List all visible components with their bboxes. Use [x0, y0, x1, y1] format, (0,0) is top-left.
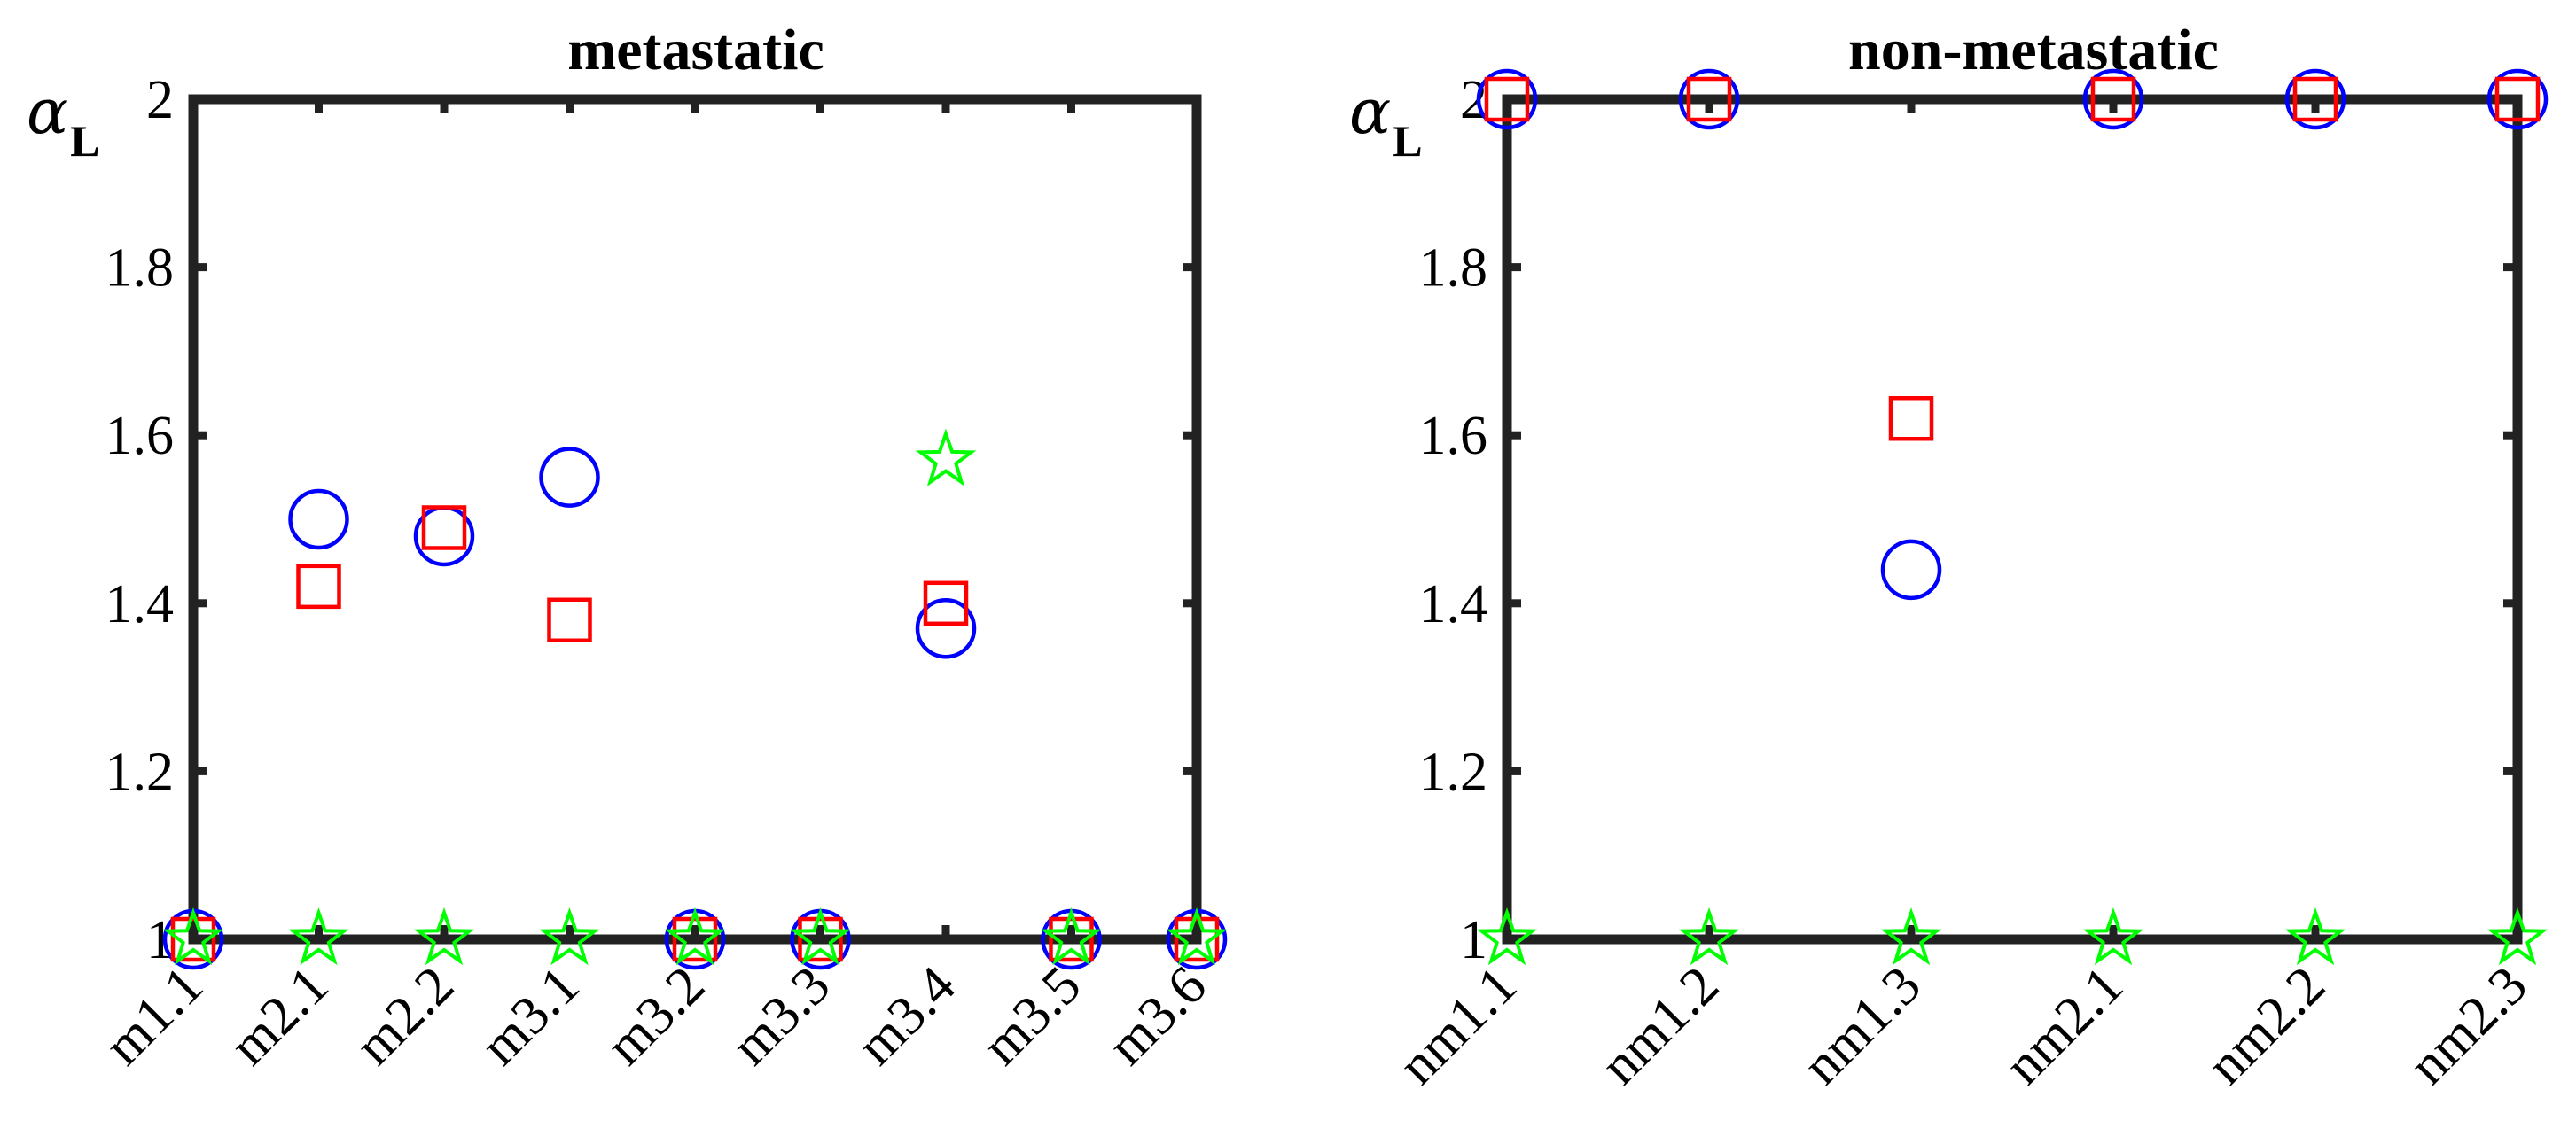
- y-tick-label: 2: [1460, 70, 1487, 130]
- point-circle: [1476, 68, 1538, 130]
- point-star: [1880, 907, 1942, 966]
- x-tick-label: nm1.1: [1387, 955, 1528, 1096]
- chart-title: metastatic: [567, 18, 824, 82]
- point-star: [2082, 907, 2144, 966]
- point-square: [1888, 395, 1934, 441]
- metastatic-panel: metastatic αL 1 1.2 1.4 1.6 1.8 2 m1.1 m2.1 m2.2…: [27, 18, 1228, 1077]
- point-star: [2284, 907, 2346, 966]
- y-tick-label: 2: [146, 70, 174, 130]
- y-axis-label-subscript: L: [70, 116, 99, 166]
- point-circle: [915, 597, 977, 659]
- y-tick-label: 1.2: [1419, 742, 1488, 802]
- point-square: [672, 916, 718, 962]
- x-tick-label: nm2.3: [2398, 955, 2539, 1096]
- point-square: [1484, 76, 1530, 122]
- x-tick-label: m3.6: [1097, 955, 1218, 1077]
- point-square: [2494, 76, 2541, 122]
- y-axis-label: αL: [27, 75, 100, 166]
- y-tick-label: 1: [146, 910, 174, 970]
- point-star: [790, 907, 851, 966]
- point-square: [923, 580, 969, 626]
- axes-frame: [1502, 94, 2523, 945]
- point-star: [539, 907, 600, 966]
- y-axis-label: αL: [1349, 75, 1423, 166]
- x-tick-label: m1.1: [93, 955, 215, 1077]
- y-tick-label: 1.4: [105, 574, 175, 634]
- point-square: [1174, 916, 1220, 962]
- x-tick-label: nm1.3: [1791, 955, 1932, 1096]
- y-tick-label: 1.8: [105, 238, 175, 299]
- point-square: [798, 916, 843, 962]
- y-tick-label: 1.8: [1419, 238, 1488, 299]
- x-tick-label: m3.5: [971, 955, 1092, 1077]
- point-star: [1041, 907, 1102, 966]
- point-star: [915, 428, 977, 486]
- point-square: [1049, 916, 1094, 962]
- point-square: [547, 597, 592, 643]
- x-tick-label: m3.4: [846, 955, 967, 1077]
- point-square: [1686, 76, 1732, 122]
- point-circle: [2284, 68, 2346, 130]
- point-circle: [288, 488, 349, 550]
- x-tick-label: nm1.2: [1589, 955, 1730, 1096]
- point-circle: [2486, 68, 2549, 130]
- y-tick-label: 1.4: [1419, 574, 1488, 634]
- point-circle: [539, 447, 600, 508]
- point-star: [1166, 907, 1228, 966]
- point-star: [1476, 907, 1538, 966]
- point-star: [162, 907, 224, 966]
- y-axis-label-symbol: α: [1349, 75, 1391, 148]
- point-circle: [2082, 68, 2144, 130]
- x-tick-label: m3.3: [720, 955, 841, 1077]
- y-tick-label: 1: [1460, 910, 1487, 970]
- y-tick-label: 1.2: [105, 742, 175, 802]
- axes-frame: [188, 94, 1202, 945]
- y-axis-label-symbol: α: [27, 75, 68, 148]
- x-tick-label: m2.1: [218, 955, 340, 1077]
- x-tick-label: nm2.1: [1994, 955, 2135, 1096]
- non-metastatic-panel: non-metastatic αL 1 1.2 1.4 1.6 1.8 2 nm1.1 nm1…: [1349, 18, 2549, 1096]
- y-axis-label-subscript: L: [1393, 116, 1422, 166]
- x-tick-label: m2.2: [344, 955, 465, 1077]
- x-tick-label: m3.1: [469, 955, 590, 1077]
- point-square: [296, 564, 341, 610]
- point-circle: [1678, 68, 1740, 130]
- x-tick-label: nm2.2: [2196, 955, 2337, 1096]
- point-square: [170, 916, 216, 962]
- x-tick-label: m3.2: [595, 955, 716, 1077]
- point-star: [413, 907, 475, 966]
- point-square: [421, 505, 467, 550]
- point-square: [2292, 76, 2338, 122]
- point-star: [2486, 907, 2549, 966]
- point-circle: [1880, 539, 1942, 601]
- y-tick-label: 1.6: [1419, 406, 1488, 466]
- y-tick-label: 1.6: [105, 406, 175, 466]
- point-star: [664, 907, 726, 966]
- point-square: [2090, 76, 2136, 122]
- chart-title: non-metastatic: [1848, 18, 2219, 82]
- point-star: [1678, 907, 1740, 966]
- point-star: [288, 907, 349, 966]
